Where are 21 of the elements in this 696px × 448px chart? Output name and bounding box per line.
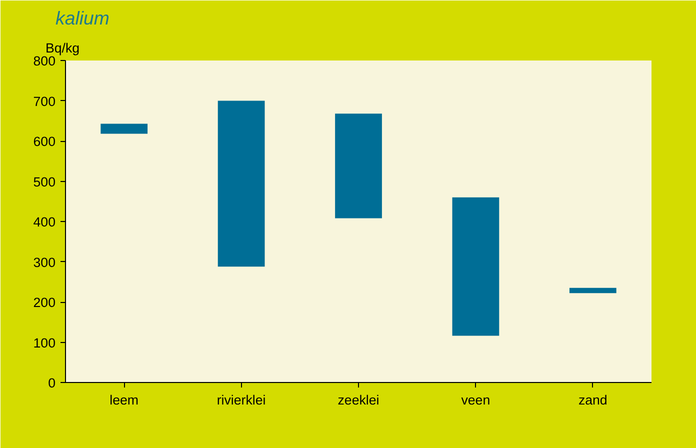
- bar: [100, 124, 148, 134]
- y-tick-label: 0: [48, 376, 56, 390]
- y-tick-label: 400: [33, 214, 56, 230]
- bar: [569, 288, 616, 294]
- y-tick-label: 100: [33, 335, 56, 350]
- y-tick-label: 700: [33, 94, 56, 109]
- y-tick-label: 600: [33, 134, 56, 149]
- x-tick-label: zand: [578, 392, 608, 408]
- y-tick-label: 200: [33, 295, 56, 310]
- chart-title: kalium: [56, 8, 110, 28]
- y-axis-title: Bq/kg: [46, 40, 80, 56]
- y-tick-label: 500: [33, 174, 56, 190]
- x-tick-label: veen: [461, 392, 490, 408]
- y-tick-label: 300: [33, 254, 56, 270]
- x-tick-label: zeeklei: [338, 392, 380, 408]
- y-tick-label: 800: [33, 54, 56, 68]
- bar: [452, 197, 500, 336]
- x-tick-label: leem: [110, 392, 139, 408]
- x-tick-label: rivierklei: [216, 392, 266, 408]
- bar: [218, 100, 265, 267]
- bar: [335, 114, 382, 218]
